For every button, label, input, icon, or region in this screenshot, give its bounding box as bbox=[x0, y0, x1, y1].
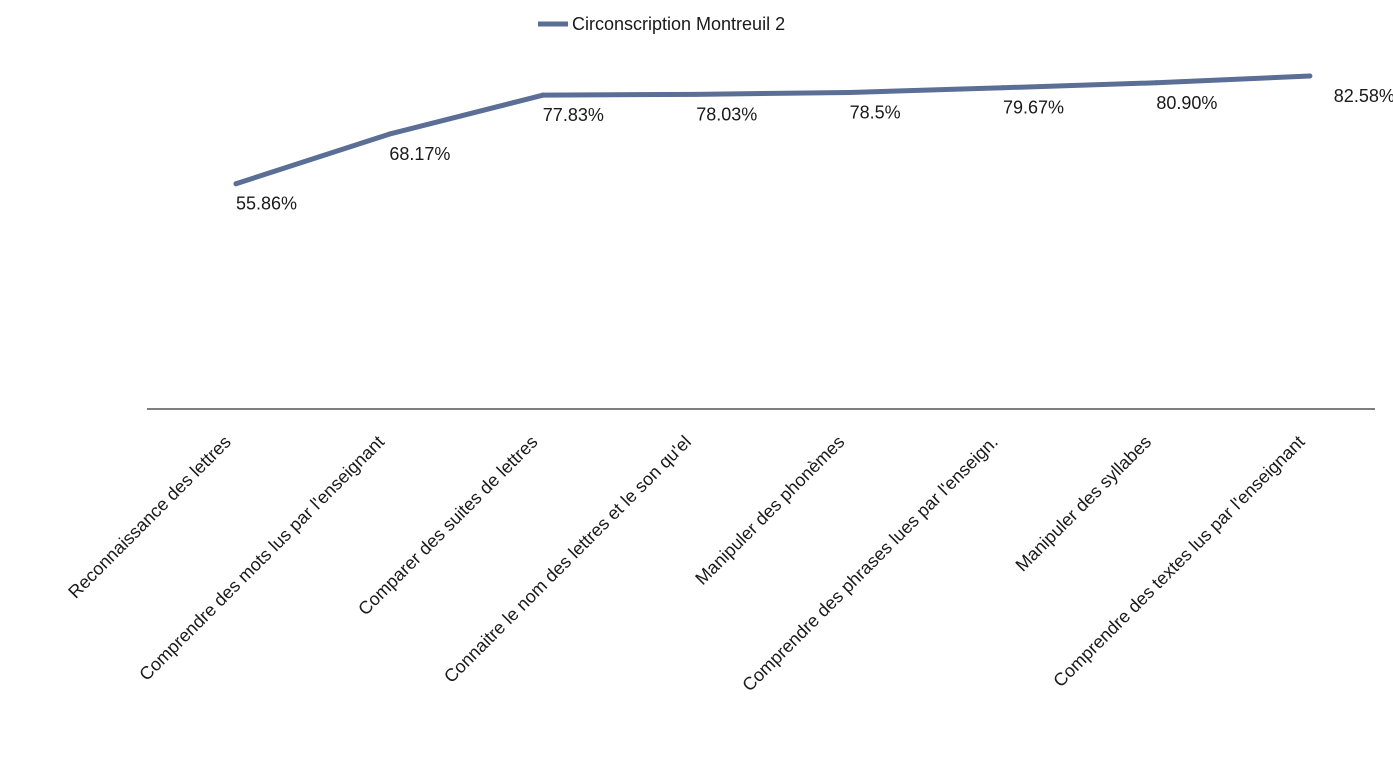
data-label: 79.67% bbox=[1003, 98, 1064, 118]
series-group bbox=[233, 73, 1313, 187]
x-tick-label: Comprendre des textes lus par l'enseigna… bbox=[1049, 432, 1308, 691]
series-line bbox=[233, 73, 1313, 187]
data-label: 55.86% bbox=[236, 194, 297, 214]
data-label: 77.83% bbox=[543, 105, 604, 125]
data-point bbox=[693, 91, 699, 97]
data-labels: 55.86% 68.17% 77.83% 78.03% 78.5% 79.67% 80.90… bbox=[236, 86, 1393, 214]
data-point bbox=[540, 92, 546, 98]
data-point bbox=[847, 89, 853, 95]
data-point bbox=[1000, 85, 1006, 91]
legend: Circonscription Montreuil 2 bbox=[538, 14, 785, 34]
legend-label: Circonscription Montreuil 2 bbox=[572, 14, 785, 34]
data-label: 78.5% bbox=[850, 102, 901, 122]
data-label: 80.90% bbox=[1156, 93, 1217, 113]
x-tick-label: Connaitre le nom des lettres et le son q… bbox=[440, 432, 695, 687]
x-tick-label: Manipuler des phonèmes bbox=[691, 432, 848, 589]
data-label: 78.03% bbox=[696, 104, 757, 124]
x-tick-label: Manipuler des syllabes bbox=[1012, 432, 1156, 576]
x-tick-label: Comparer des suites de lettres bbox=[354, 432, 541, 619]
data-point bbox=[386, 131, 392, 137]
x-tick-label: Comprendre des phrases lues par l'enseig… bbox=[738, 432, 1001, 695]
data-point bbox=[1307, 73, 1313, 79]
data-point bbox=[233, 181, 239, 187]
x-tick-label: Reconnaissance des lettres bbox=[64, 432, 235, 603]
data-label: 82.58% bbox=[1334, 86, 1393, 106]
data-point bbox=[1153, 80, 1159, 86]
data-label: 68.17% bbox=[389, 144, 450, 164]
x-tick-label: Comprendre des mots lus par l'enseignant bbox=[135, 432, 388, 685]
